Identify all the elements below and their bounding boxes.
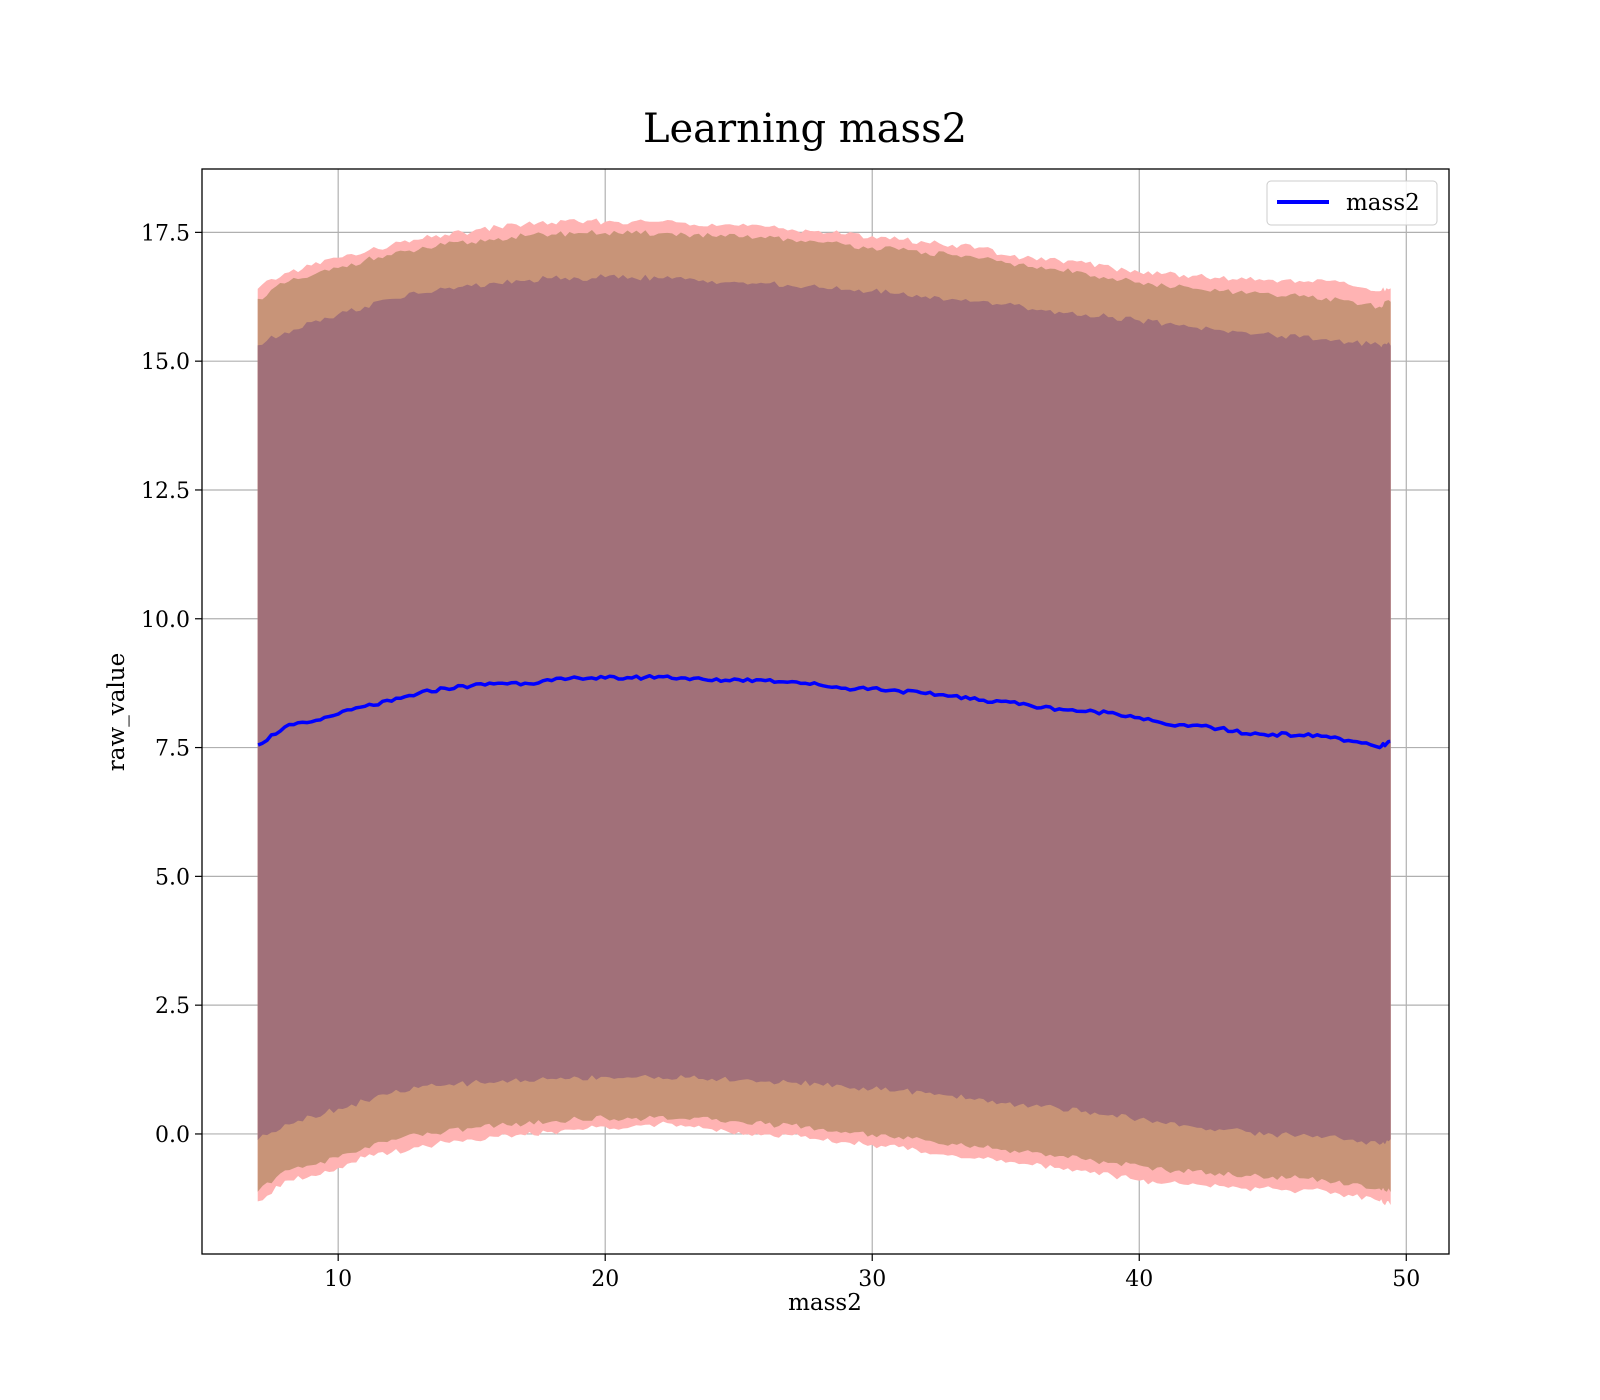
series-line-mass2 [257, 673, 1391, 750]
y-tick-label: 5.0 [155, 865, 190, 890]
tick-layer: 10 20 30 40 50 0.0 2.5 5.0 7.5 10.0 12.5 15.0 17.5 [141, 221, 1420, 1292]
plot-frame [201, 168, 1450, 1255]
line-layer [257, 673, 1391, 750]
x-tick-label: 20 [591, 1267, 619, 1292]
y-axis-title: raw_value [104, 653, 130, 771]
band-layer [257, 218, 1391, 1206]
x-axis-title: mass2 [788, 1290, 862, 1316]
legend: mass2 [1266, 180, 1438, 226]
confidence-band-inner [257, 274, 1391, 1145]
x-tick-label: 10 [324, 1267, 352, 1292]
legend-box [1266, 180, 1438, 226]
legend-label: mass2 [1346, 190, 1420, 216]
y-tick-label: 7.5 [155, 737, 190, 762]
chart-title: Learning mass2 [643, 106, 967, 152]
y-tick-label: 17.5 [141, 221, 190, 246]
x-tick-label: 40 [1125, 1267, 1153, 1292]
x-tick-label: 50 [1392, 1267, 1420, 1292]
y-tick-label: 15.0 [141, 350, 190, 375]
y-tick-label: 0.0 [155, 1123, 190, 1148]
x-tick-label: 30 [858, 1267, 886, 1292]
y-tick-label: 12.5 [141, 479, 190, 504]
y-tick-label: 2.5 [155, 994, 190, 1019]
y-tick-label: 10.0 [141, 608, 190, 633]
